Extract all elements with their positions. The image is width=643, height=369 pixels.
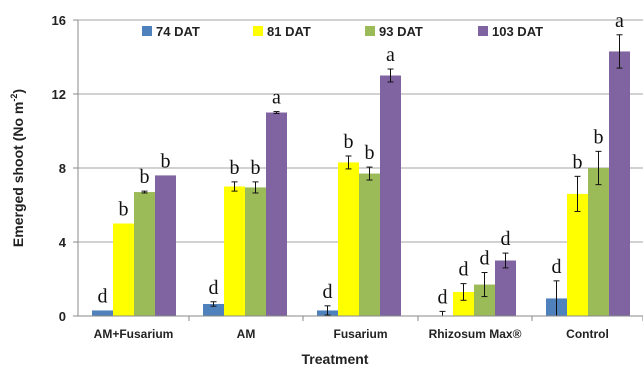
bar (266, 112, 287, 316)
y-axis-title: Emerged shoot (No m-2) (9, 89, 26, 247)
x-axis-title: Treatment (302, 351, 369, 367)
significance-label: b (251, 157, 261, 179)
legend: 74 DAT 81 DAT 93 DAT 103 DAT (142, 24, 543, 39)
significance-label: d (480, 248, 490, 270)
bar (588, 168, 609, 316)
y-axis-title-close: ) (10, 89, 26, 94)
y-axis-title-main: Emerged shoot (No m (10, 102, 26, 247)
significance-label: b (161, 150, 171, 172)
bar (609, 51, 630, 316)
x-tick-label: AM+Fusarium (94, 327, 174, 341)
bar (113, 223, 134, 316)
significance-label: d (501, 228, 511, 250)
y-tick-label: 16 (52, 13, 66, 28)
bar (155, 175, 176, 316)
bar (474, 284, 495, 316)
legend-swatch (478, 26, 488, 36)
significance-label: b (573, 151, 583, 173)
bar (224, 186, 245, 316)
legend-label: 74 DAT (156, 24, 200, 39)
legend-label: 103 DAT (492, 24, 543, 39)
significance-label: a (615, 10, 624, 32)
x-tick-label: Rhizosum Max® (429, 327, 522, 341)
legend-swatch (365, 26, 375, 36)
significance-label: d (323, 281, 333, 303)
bar (134, 192, 155, 316)
y-tick-label: 8 (59, 161, 66, 176)
bar (245, 187, 266, 316)
significance-label: b (594, 126, 604, 148)
significance-label: d (459, 259, 469, 281)
significance-label: b (230, 157, 240, 179)
x-tick-label: Control (566, 327, 609, 341)
legend-swatch (253, 26, 263, 36)
y-tick-label: 0 (59, 309, 66, 324)
y-axis-title-exponent: -2 (9, 94, 19, 102)
significance-label: b (365, 142, 375, 164)
significance-label: b (140, 166, 150, 188)
bar (338, 162, 359, 316)
bar (359, 173, 380, 316)
significance-label: d (209, 277, 219, 299)
significance-label: a (272, 87, 281, 109)
legend-label: 93 DAT (379, 24, 423, 39)
significance-label: d (552, 256, 562, 278)
legend-swatch (142, 26, 152, 36)
significance-label: b (119, 199, 129, 221)
bar (453, 291, 474, 316)
bar (495, 260, 516, 316)
legend-label: 81 DAT (267, 24, 311, 39)
y-tick-label: 4 (59, 235, 67, 250)
bar (380, 75, 401, 316)
significance-label: d (98, 285, 108, 307)
x-tick-label: AM (237, 327, 256, 341)
significance-label: a (386, 44, 395, 66)
bar (567, 193, 588, 316)
bar (203, 303, 224, 316)
bar (92, 310, 113, 316)
y-tick-label: 12 (52, 87, 66, 102)
significance-label: b (344, 131, 354, 153)
significance-label: d (438, 286, 448, 308)
x-tick-label: Fusarium (333, 327, 387, 341)
y-tick-labels: 0 4 8 12 16 (52, 13, 78, 324)
x-tick-labels: AM+Fusarium AM Fusarium Rhizosum Max® Contro… (94, 316, 643, 341)
